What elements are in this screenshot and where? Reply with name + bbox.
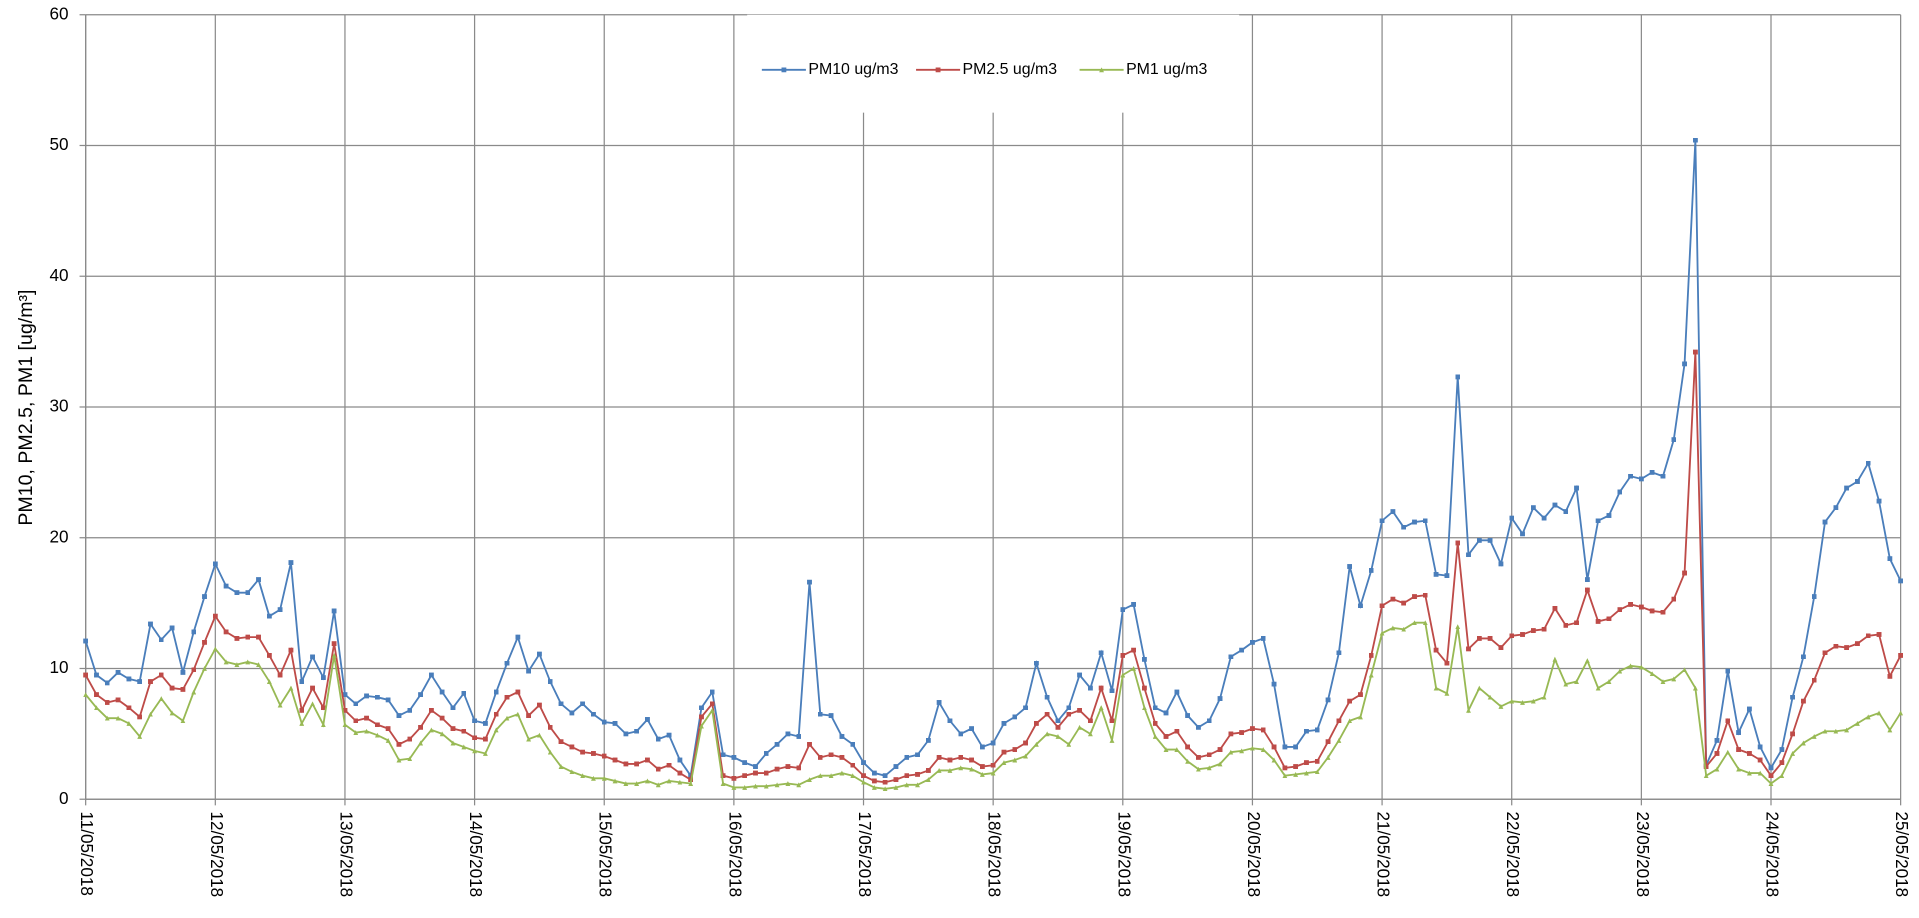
x-tick-label: 20/05/2018	[1244, 811, 1264, 897]
y-tick-label: 10	[49, 657, 68, 677]
legend-box	[747, 14, 1240, 113]
x-tick-label: 21/05/2018	[1374, 811, 1394, 897]
x-tick-label: 24/05/2018	[1762, 811, 1782, 897]
y-tick-label: 30	[49, 396, 68, 416]
legend-label: PM1 ug/m3	[1126, 61, 1207, 78]
y-tick-label: 0	[59, 788, 69, 808]
x-tick-label: 14/05/2018	[466, 811, 486, 897]
legend-label: PM10 ug/m3	[808, 61, 898, 78]
y-tick-label: 20	[49, 526, 68, 546]
x-tick-label: 18/05/2018	[985, 811, 1005, 897]
legend: PM10 ug/m3 PM2.5 ug/m3 PM1 ug/m3	[747, 14, 1240, 113]
x-tick-label: 23/05/2018	[1633, 811, 1653, 897]
y-tick-label: 50	[49, 134, 68, 154]
x-tick-label: 25/05/2018	[1892, 811, 1912, 897]
plot-area	[83, 137, 1904, 792]
x-tick-label: 13/05/2018	[336, 811, 356, 897]
x-tick-label: 11/05/2018	[77, 811, 97, 895]
series-line	[83, 620, 1904, 792]
y-axis-label: PM10, PM2.5, PM1 [ug/m³]	[15, 290, 37, 526]
y-tick-label: 40	[49, 265, 68, 285]
x-tick-label: 15/05/2018	[596, 811, 616, 897]
x-tick-label: 12/05/2018	[207, 811, 227, 897]
legend-label: PM2.5 ug/m3	[963, 61, 1058, 78]
x-tick-label: 19/05/2018	[1114, 811, 1134, 897]
grid	[79, 14, 1902, 806]
x-tick-label: 16/05/2018	[725, 811, 745, 897]
x-tick-label: 17/05/2018	[855, 811, 875, 897]
y-tick-label: 60	[49, 3, 68, 23]
x-tick-label: 22/05/2018	[1503, 811, 1523, 897]
